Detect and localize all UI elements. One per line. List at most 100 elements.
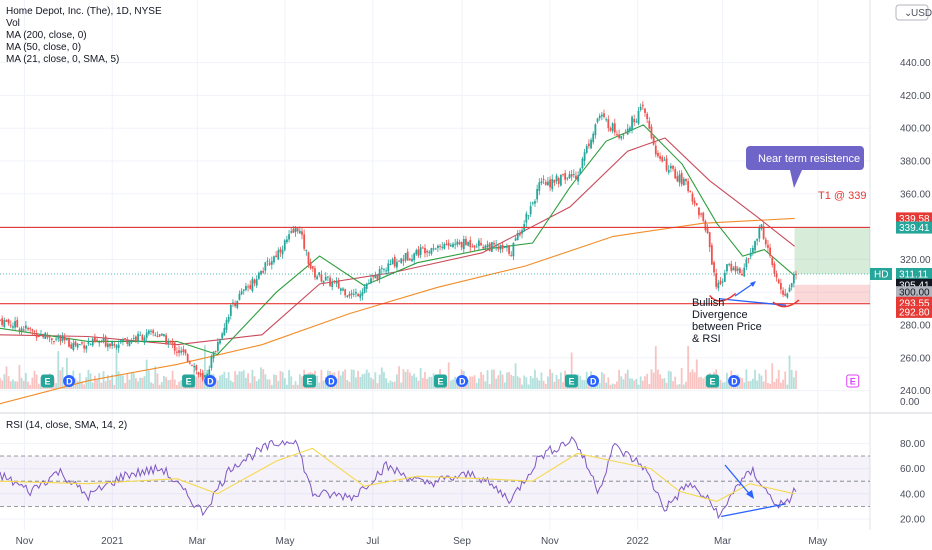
candle-body — [320, 274, 323, 282]
candle-body — [59, 338, 62, 342]
candle-body — [361, 292, 364, 296]
symbol-tag — [870, 267, 892, 280]
volume-bar — [29, 384, 32, 389]
volume-bar — [400, 382, 403, 389]
candle-body — [639, 106, 642, 110]
candle-body — [7, 319, 10, 324]
volume-bar — [152, 383, 155, 389]
candle-body — [212, 351, 215, 359]
price-tag — [896, 212, 932, 225]
candle-body — [229, 304, 232, 316]
volume-bar — [639, 376, 642, 389]
dividend-badge[interactable] — [63, 375, 76, 387]
candle-body — [503, 247, 506, 249]
candle-body — [111, 341, 114, 347]
volume-bar — [104, 381, 107, 389]
dividend-badge[interactable] — [587, 375, 600, 387]
candle-body — [225, 320, 228, 330]
volume-bar — [665, 382, 668, 389]
candle-body — [27, 327, 29, 330]
volume-bar — [691, 369, 694, 389]
volume-bar — [648, 383, 651, 389]
candle-body — [329, 277, 331, 286]
currency-button[interactable]: ⌄ USD — [895, 4, 932, 21]
time-tick-label: 2021 — [101, 536, 124, 547]
candle-body — [14, 321, 17, 328]
volume-bar — [413, 373, 416, 389]
earnings-badge[interactable] — [41, 374, 55, 388]
candle-body — [70, 344, 73, 349]
price-tick-label: 360.00 — [900, 189, 931, 200]
volume-bar — [117, 371, 120, 389]
earnings-badge[interactable] — [846, 374, 860, 388]
candle-body — [122, 339, 124, 341]
volume-bar — [113, 384, 116, 389]
earnings-badge[interactable] — [182, 374, 196, 388]
volume-bar — [0, 377, 1, 389]
candle-body — [708, 232, 711, 248]
volume-bar — [18, 364, 21, 389]
volume-bar — [221, 374, 224, 389]
volume-bar — [514, 363, 517, 389]
candle-body — [76, 343, 79, 348]
dividend-badge[interactable] — [456, 375, 469, 387]
candle-body — [55, 338, 57, 340]
volume-bar — [55, 383, 57, 389]
volume-bar — [266, 379, 269, 389]
volume-bar — [91, 382, 94, 389]
candle-body — [544, 181, 547, 185]
volume-bar — [158, 384, 161, 389]
earnings-badge[interactable] — [564, 374, 578, 388]
candle-body — [16, 319, 19, 328]
volume-bar — [605, 382, 608, 389]
earnings-badge[interactable] — [706, 374, 720, 388]
candle-body — [223, 327, 226, 336]
dividend-badge[interactable] — [204, 375, 217, 387]
earnings-badge[interactable] — [433, 374, 447, 388]
candle-body — [493, 242, 495, 245]
dividend-badge[interactable] — [728, 375, 741, 387]
candle-body — [96, 339, 98, 341]
volume-bar — [678, 384, 681, 389]
volume-bar — [296, 384, 299, 389]
volume-bar — [33, 370, 36, 389]
volume-bar — [268, 379, 271, 389]
volume-bar — [795, 370, 797, 389]
candle-body — [551, 178, 554, 190]
candle-body — [590, 139, 592, 149]
volume-bar — [147, 370, 150, 389]
candle-body — [344, 289, 347, 296]
volume-bar — [784, 371, 787, 389]
candle-body — [210, 356, 213, 369]
candle-body — [393, 257, 396, 267]
candle-body — [732, 267, 735, 271]
volume-bar — [59, 370, 62, 389]
callout-box: Near term resistence — [746, 146, 864, 188]
volume-bar — [641, 380, 644, 389]
candle-body — [324, 276, 327, 281]
candle-body — [355, 291, 357, 294]
volume-bar — [676, 384, 679, 389]
volume-bar — [150, 382, 152, 389]
candle-body — [633, 118, 636, 123]
volume-bar — [559, 372, 562, 389]
candle-body — [374, 275, 377, 279]
volume-bar — [94, 375, 96, 389]
earnings-badge[interactable] — [302, 374, 316, 388]
volume-bar — [102, 371, 105, 389]
candle-body — [784, 293, 787, 296]
volume-bar — [635, 378, 638, 389]
volume-bar — [674, 376, 677, 389]
volume-bar — [126, 373, 129, 389]
candle-body — [83, 345, 86, 349]
volume-bar — [782, 379, 784, 389]
candle-body — [626, 128, 629, 135]
candle-body — [585, 145, 588, 153]
volume-bar — [115, 348, 118, 389]
volume-bar — [253, 376, 256, 389]
dividend-badge[interactable] — [325, 375, 338, 387]
candle-body — [298, 230, 301, 234]
candle-body — [180, 350, 183, 353]
candle-body — [547, 181, 549, 186]
candle-body — [758, 227, 761, 239]
